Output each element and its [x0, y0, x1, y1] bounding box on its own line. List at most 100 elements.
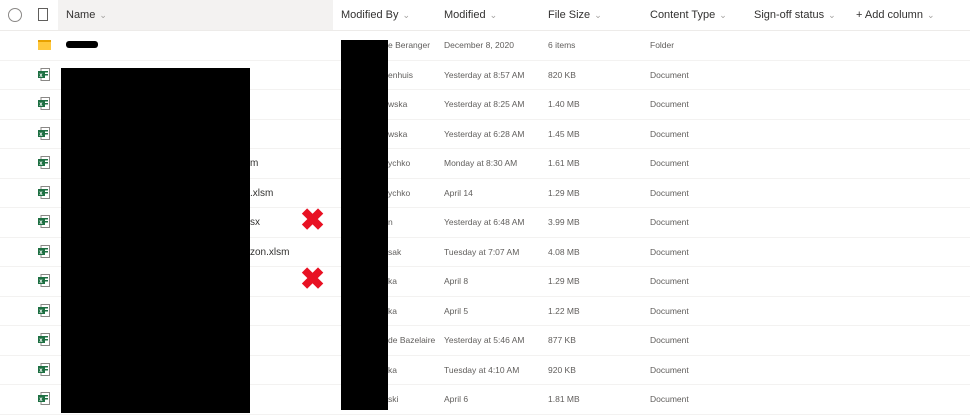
file-size: 820 KB [548, 69, 576, 80]
modified-date: Yesterday at 8:25 AM [444, 99, 525, 109]
content-type: Document [650, 305, 689, 316]
file-size: 877 KB [548, 335, 576, 345]
modified-by: ski [388, 394, 399, 404]
red-x-mark-icon: ✖ [300, 263, 326, 296]
file-size: 920 KB [548, 364, 576, 375]
modified-date: April 14 [444, 187, 473, 198]
redaction-file-names [61, 68, 250, 413]
excel-file-icon: x [38, 274, 50, 287]
modified-date: April 5 [444, 305, 469, 316]
modified-date: Tuesday at 7:07 AM [444, 246, 520, 257]
file-name[interactable]: .xlsm [250, 187, 274, 199]
column-signoff-status[interactable]: Sign-off status ⌄ [754, 9, 836, 21]
file-row[interactable]: x enhuis Yesterday at 8:57 AM 820 KB Documen… [0, 60, 970, 90]
svg-text:x: x [39, 131, 43, 137]
modified-date: December 8, 2020 [444, 40, 514, 50]
add-column-button[interactable]: + Add column ⌄ [856, 9, 935, 21]
modified-by: ka [388, 305, 397, 316]
file-row[interactable]: x de Bazelaire Yesterday at 5:46 AM 877 KB D… [0, 325, 970, 356]
file-row[interactable]: x zon.xlsm sak Tuesday at 7:07 AM 4.08 MB Doc… [0, 237, 970, 267]
modified-date: Tuesday at 4:10 AM [444, 364, 520, 375]
content-type: Document [650, 187, 689, 198]
file-name[interactable]: sx [250, 217, 260, 228]
column-content-type[interactable]: Content Type ⌄ [650, 9, 727, 21]
modified-date: April 6 [444, 394, 469, 404]
column-modified-by[interactable]: Modified By ⌄ [341, 9, 410, 21]
file-size: 4.08 MB [548, 246, 580, 257]
svg-text:x: x [39, 367, 43, 373]
file-type-icon[interactable] [38, 8, 48, 21]
svg-text:x: x [39, 72, 43, 78]
excel-file-icon: x [38, 185, 50, 199]
excel-file-icon: x [38, 97, 50, 110]
modified-date: April 8 [444, 276, 469, 286]
modified-date: Yesterday at 5:46 AM [444, 335, 525, 345]
excel-file-icon: x [38, 333, 50, 346]
modified-by: ka [388, 364, 397, 375]
redaction-modified-by [341, 40, 388, 410]
file-row[interactable]: x ka Tuesday at 4:10 AM 920 KB Document [0, 355, 970, 385]
svg-text:x: x [39, 338, 43, 344]
content-type: Document [650, 99, 689, 109]
chevron-down-icon: ⌄ [926, 10, 935, 20]
file-row[interactable]: x ka April 5 1.22 MB Document [0, 296, 970, 326]
modified-by: enhuis [388, 69, 414, 80]
excel-file-icon: x [38, 215, 50, 228]
modified-by: n [388, 217, 393, 227]
column-label: Sign-off status [754, 9, 825, 21]
select-all-checkbox[interactable] [8, 8, 22, 22]
file-size: 1.45 MB [548, 128, 580, 139]
excel-file-icon: x [38, 303, 50, 317]
content-type: Document [650, 128, 689, 139]
modified-by: ychko [388, 158, 411, 168]
file-size: 1.81 MB [548, 394, 580, 404]
column-header-row: Name ⌄ Modified By ⌄ Modified ⌄ File Size ⌄ … [0, 0, 970, 31]
excel-file-icon: x [38, 156, 50, 169]
file-row[interactable]: x m ychko Monday at 8:30 AM 1.61 MB Document [0, 148, 970, 179]
modified-date: Monday at 8:30 AM [444, 158, 518, 168]
file-name[interactable]: zon.xlsm [250, 246, 290, 258]
file-row[interactable]: e Beranger December 8, 2020 6 items Folder [0, 30, 970, 61]
svg-text:x: x [39, 249, 43, 255]
modified-by: wska [388, 128, 408, 139]
content-type: Document [650, 246, 689, 257]
content-type: Document [650, 276, 689, 286]
excel-file-icon: x [38, 126, 50, 140]
chevron-down-icon: ⌄ [99, 10, 107, 20]
file-row[interactable]: x ski April 6 1.81 MB Document [0, 384, 970, 415]
red-x-mark-icon: ✖ [300, 204, 326, 237]
modified-by: ka [388, 276, 397, 286]
content-type: Document [650, 335, 689, 345]
svg-text:x: x [39, 308, 43, 314]
excel-file-icon: x [38, 362, 50, 376]
modified-by: sak [388, 246, 402, 257]
content-type: Document [650, 69, 689, 80]
modified-by: de Bazelaire [388, 335, 436, 345]
column-label: Name [66, 9, 96, 21]
column-file-size[interactable]: File Size ⌄ [548, 9, 602, 21]
column-modified[interactable]: Modified ⌄ [444, 9, 497, 21]
file-size: 1.29 MB [548, 187, 580, 198]
content-type: Document [650, 394, 689, 404]
column-name[interactable]: Name ⌄ [66, 9, 107, 21]
name-header-bg [58, 0, 333, 30]
file-row[interactable]: x sx n Yesterday at 6:48 AM 3.99 MB Document ✖ [0, 204, 970, 238]
chevron-down-icon: ⌄ [828, 10, 836, 20]
file-row[interactable]: x wska Yesterday at 8:25 AM 1.40 MB Document [0, 89, 970, 120]
file-row[interactable]: x .xlsm ychko April 14 1.29 MB Document [0, 178, 970, 208]
content-type: Document [650, 364, 689, 375]
redaction-folder-name [66, 41, 98, 48]
file-row[interactable]: x ka April 8 1.29 MB Document ✖ [0, 263, 970, 297]
modified-by: ychko [388, 187, 411, 198]
modified-by: wska [388, 99, 408, 109]
file-size: 1.22 MB [548, 305, 580, 316]
excel-file-icon: x [38, 244, 50, 258]
modified-date: Yesterday at 6:28 AM [444, 128, 525, 139]
chevron-down-icon: ⌄ [402, 10, 411, 20]
svg-text:x: x [39, 279, 43, 285]
file-row[interactable]: x wska Yesterday at 6:28 AM 1.45 MB Document [0, 119, 970, 149]
file-name[interactable]: m [250, 158, 259, 169]
file-size: 3.99 MB [548, 217, 580, 227]
modified-date: Yesterday at 6:48 AM [444, 217, 525, 227]
file-size: 1.29 MB [548, 276, 580, 286]
